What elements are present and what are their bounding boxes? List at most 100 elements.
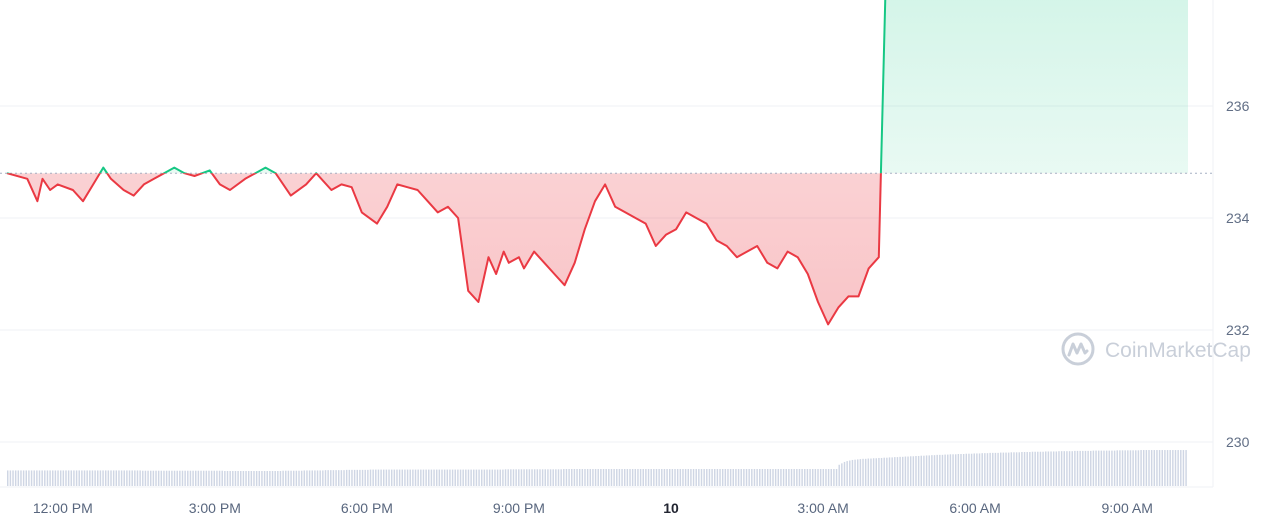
volume-bar <box>1039 451 1042 486</box>
volume-bar <box>994 452 997 486</box>
volume-bar <box>756 469 758 486</box>
volume-bar <box>49 470 51 486</box>
volume-bar <box>939 454 941 486</box>
volume-bar <box>751 469 753 486</box>
volume-bar <box>459 469 462 486</box>
volume-bar <box>1010 452 1013 486</box>
volume-bar <box>1140 450 1142 486</box>
volume-bar <box>518 469 520 486</box>
volume-bar <box>819 469 822 486</box>
volume-bar <box>213 470 215 486</box>
volume-bar <box>1047 451 1050 486</box>
volume-bar <box>526 469 528 486</box>
volume-bar <box>139 470 141 486</box>
volume-bar <box>1042 451 1044 486</box>
volume-bar <box>645 469 647 486</box>
volume-bar <box>1082 450 1084 486</box>
volume-bar <box>870 458 872 486</box>
volume-bar <box>854 459 856 486</box>
volume-bar <box>1148 450 1150 486</box>
volume-bar <box>41 470 43 486</box>
volume-bar <box>1002 452 1005 486</box>
volume-bar <box>210 470 213 486</box>
volume-bar <box>247 470 250 486</box>
volume-bar <box>872 458 875 486</box>
volume-bar <box>989 452 991 486</box>
volume-bar <box>846 461 848 486</box>
volume-bar <box>589 469 592 486</box>
volume-bar <box>1090 450 1092 486</box>
x-tick-label: 9:00 AM <box>1102 500 1153 516</box>
volume-bar <box>653 469 655 486</box>
volume-bar <box>626 469 629 486</box>
volume-bar <box>216 470 218 486</box>
volume-bar <box>859 459 862 486</box>
volume-bar <box>867 458 870 486</box>
volume-bar <box>480 469 483 486</box>
volume-bar <box>555 469 557 486</box>
volume-bar <box>457 469 459 486</box>
volume-bar <box>578 469 581 486</box>
volume-bar <box>970 453 973 486</box>
volume-bar <box>965 453 968 486</box>
volume-bar <box>1050 451 1052 486</box>
volume-bar <box>449 469 451 486</box>
volume-bar <box>1129 450 1132 486</box>
volume-bar <box>708 469 711 486</box>
volume-bar <box>721 469 724 486</box>
area-fill-up <box>99 0 1188 174</box>
volume-bar <box>20 470 22 486</box>
volume-bar <box>1153 450 1156 486</box>
volume-bar <box>83 470 86 486</box>
volume-bar <box>843 461 846 486</box>
volume-bar <box>706 469 708 486</box>
volume-bar <box>584 469 586 486</box>
volume-bar <box>30 470 33 486</box>
volume-bar <box>372 469 374 486</box>
volume-bar <box>1116 450 1118 486</box>
volume-bar <box>470 469 472 486</box>
volume-bar <box>655 469 658 486</box>
volume-bar <box>917 455 920 486</box>
volume-bar <box>748 469 750 486</box>
volume-bar <box>560 469 562 486</box>
volume-bar <box>618 469 621 486</box>
volume-bar <box>806 469 809 486</box>
volume-bar <box>1052 451 1055 486</box>
volume-bar <box>515 469 517 486</box>
volume-bar <box>1150 450 1153 486</box>
volume-bar <box>110 470 112 486</box>
volume-bar <box>669 469 671 486</box>
volume-bar <box>507 469 509 486</box>
volume-bar <box>1124 450 1126 486</box>
volume-bar <box>240 470 242 486</box>
volume-bar <box>1156 450 1158 486</box>
volume-bar <box>631 469 634 486</box>
volume-bar <box>592 469 594 486</box>
volume-bar <box>435 469 438 486</box>
volume-bar <box>804 469 806 486</box>
volume-bar <box>880 457 883 486</box>
volume-bar <box>300 470 303 486</box>
volume-bar <box>835 469 838 486</box>
volume-bar <box>510 469 512 486</box>
volume-bar <box>999 452 1002 486</box>
volume-bar <box>1161 450 1163 486</box>
volume-bar <box>295 470 298 486</box>
volume-bar <box>89 470 91 486</box>
volume-bar <box>412 469 414 486</box>
volume-bar <box>361 469 364 486</box>
volume-bar <box>512 469 515 486</box>
volume-bar <box>1015 452 1018 486</box>
volume-bar <box>99 470 102 486</box>
volume-bar <box>931 455 933 486</box>
volume-bar <box>912 456 915 486</box>
volume-bar <box>451 469 454 486</box>
volume-bar <box>737 469 740 486</box>
volume-bar <box>287 470 290 486</box>
volume-bar <box>568 469 570 486</box>
volume-bar <box>642 469 644 486</box>
volume-bar <box>833 469 835 486</box>
volume-bar <box>261 470 263 486</box>
